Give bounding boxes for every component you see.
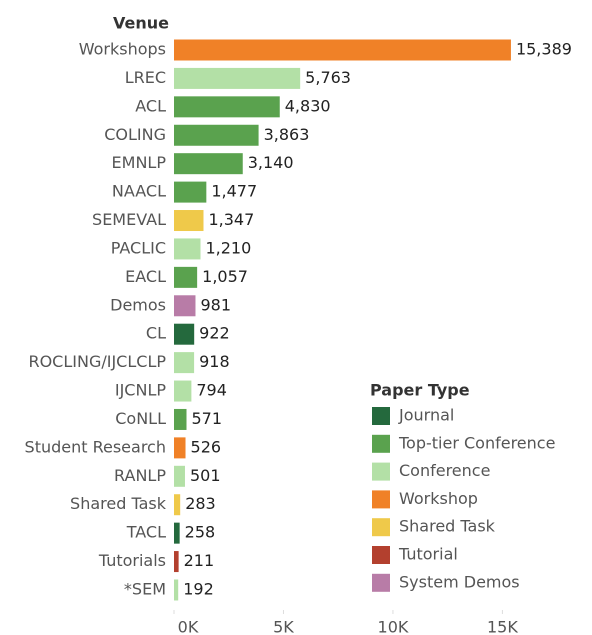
legend-label: Workshop (399, 489, 478, 508)
category-label: ROCLING/IJCLCLP (28, 352, 166, 371)
legend-label: Conference (399, 461, 490, 480)
x-tick-label: 0K (178, 618, 199, 635)
value-label: 526 (191, 437, 222, 456)
legend-swatch (372, 490, 390, 509)
legend-label: Tutorial (398, 545, 458, 564)
bar (174, 494, 181, 516)
bar (174, 39, 511, 61)
bar (174, 67, 301, 89)
bar (174, 551, 179, 573)
bar (174, 238, 201, 260)
legend-label: Shared Task (399, 517, 496, 536)
bar (174, 96, 280, 118)
bar (174, 295, 196, 317)
value-label: 1,210 (205, 238, 251, 257)
value-label: 571 (192, 409, 223, 428)
category-label: Student Research (25, 437, 166, 456)
category-label: PACLIC (111, 238, 166, 257)
value-label: 922 (199, 324, 230, 343)
value-label: 1,477 (211, 182, 257, 201)
category-label: EACL (125, 267, 166, 286)
value-label: 918 (199, 352, 230, 371)
category-label: ACL (135, 96, 166, 115)
category-label: *SEM (124, 579, 166, 598)
value-label: 211 (184, 551, 215, 570)
category-label: RANLP (114, 466, 166, 485)
category-label: Tutorials (98, 551, 166, 570)
x-tick-label: 5K (273, 618, 294, 635)
bar (174, 522, 180, 544)
legend-swatch (372, 546, 390, 564)
bar (174, 181, 207, 203)
legend-swatch (372, 518, 390, 537)
legend-label: Journal (398, 406, 454, 425)
category-label: Shared Task (70, 494, 167, 513)
bar (174, 465, 185, 487)
category-label: Workshops (79, 40, 166, 59)
legend-title: Paper Type (370, 381, 470, 400)
value-label: 192 (183, 579, 214, 598)
category-label: CL (146, 324, 166, 343)
category-label: SEMEVAL (92, 210, 166, 229)
category-label: COLING (104, 125, 166, 144)
value-label: 501 (190, 466, 221, 485)
category-label: TACL (126, 523, 166, 542)
value-label: 15,389 (516, 40, 572, 59)
bar (174, 210, 204, 232)
x-tick-label: 15K (487, 618, 518, 635)
category-label: Demos (110, 295, 166, 314)
legend-label: System Demos (399, 572, 520, 591)
bar (174, 380, 192, 402)
bar (174, 352, 195, 374)
category-label: IJCNLP (115, 381, 166, 400)
bar (174, 323, 195, 345)
value-label: 981 (200, 295, 231, 314)
value-label: 3,863 (264, 125, 310, 144)
legend-swatch (372, 573, 390, 592)
bar (174, 408, 187, 430)
bar (174, 266, 198, 288)
value-label: 1,057 (202, 267, 248, 286)
legend-swatch (372, 407, 390, 425)
value-label: 5,763 (305, 68, 351, 87)
x-tick-label: 10K (378, 618, 409, 635)
value-label: 4,830 (285, 96, 331, 115)
bar (174, 579, 179, 601)
value-label: 258 (185, 523, 216, 542)
legend-label: Top-tier Conference (398, 433, 555, 452)
value-label: 3,140 (248, 153, 294, 172)
legend-swatch (372, 434, 390, 453)
category-label: EMNLP (112, 153, 167, 172)
category-label: NAACL (112, 182, 166, 201)
legend-swatch (372, 462, 390, 481)
bar (174, 124, 259, 146)
category-label: CoNLL (115, 409, 166, 428)
bar (174, 153, 243, 175)
axis-title: Venue (113, 14, 169, 33)
bar (174, 437, 186, 459)
value-label: 794 (196, 381, 227, 400)
category-label: LREC (125, 68, 166, 87)
value-label: 1,347 (208, 210, 254, 229)
value-label: 283 (185, 494, 216, 513)
